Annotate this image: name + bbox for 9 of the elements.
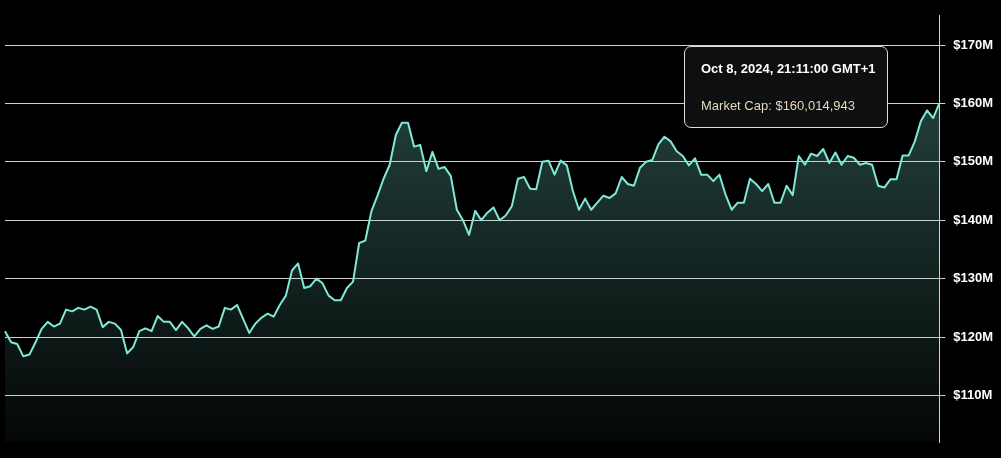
annotation: Oct 8, 2024, 21:11:00 GMT+1 [701, 61, 876, 76]
y-tick-label: $160M [953, 94, 993, 110]
y-tick-label: $130M [953, 270, 993, 286]
y-tick-label: $120M [953, 328, 993, 344]
y-tick-label: $140M [953, 211, 993, 227]
y-tick-label: $110M [953, 387, 993, 403]
y-tick-label: $150M [953, 153, 993, 169]
annotation: Market Cap: $160,014,943 [701, 98, 856, 113]
y-tick-label: $170M [953, 36, 993, 52]
